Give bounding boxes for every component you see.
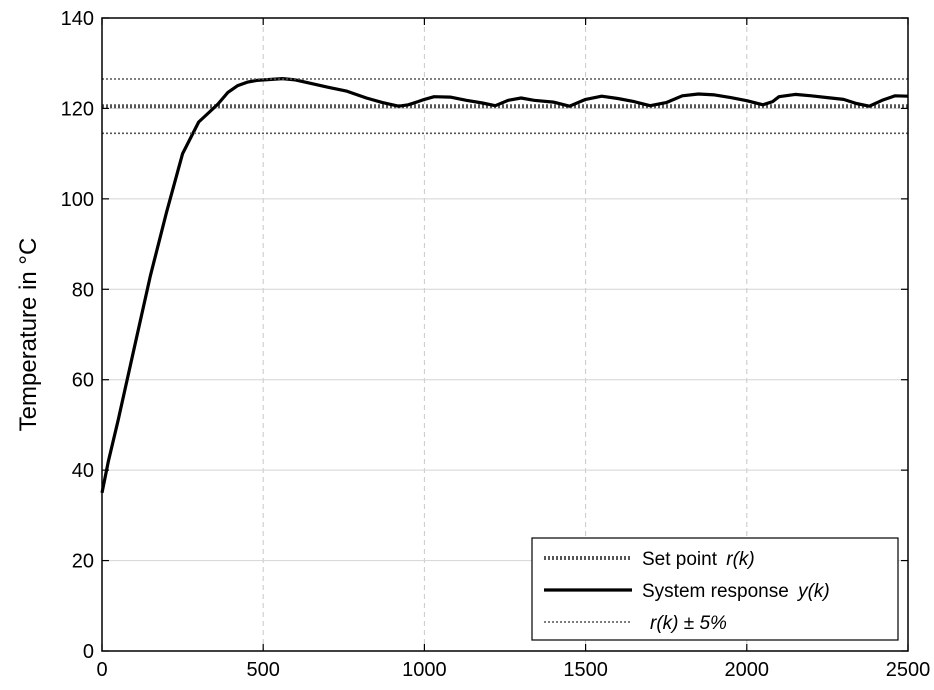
plot-frame: [101, 17, 909, 652]
legend-label-math: r(k) ± 5%: [650, 613, 727, 634]
y-tick-label: 20: [72, 551, 94, 573]
legend-label-band-upper: r(k) ± 5%: [650, 613, 727, 634]
legend-label-text: Set point: [642, 549, 722, 570]
legend-label-text: System response: [642, 581, 794, 602]
y-tick-label: 120: [61, 98, 94, 120]
y-tick-label: 140: [61, 8, 94, 30]
legend-label-math: y(k): [796, 581, 830, 602]
series-response: [100, 76, 909, 494]
y-tick-label: 40: [72, 460, 94, 482]
y-axis-label: Temperature in °C: [15, 238, 42, 432]
plot-series: [100, 76, 909, 494]
y-tick-label: 80: [72, 279, 94, 301]
legend-label-response: System response y(k): [642, 581, 830, 602]
x-tick-label: 1000: [402, 659, 447, 681]
y-tick-label: 100: [61, 189, 94, 211]
legend-label-math: r(k): [726, 549, 754, 570]
x-tick-label: 2000: [725, 659, 770, 681]
x-tick-label: 500: [247, 659, 280, 681]
y-tick-label: 0: [83, 641, 94, 663]
x-tick-label: 2500: [886, 659, 931, 681]
legend: Set point r(k) System response y(k) r(k) ±…: [531, 537, 899, 641]
x-tick-label: 0: [96, 659, 107, 681]
axis-ticks: 0 500 1000 1500 2000 2500 0 20 40 60 80 100 120 140: [61, 8, 931, 681]
x-tick-label: 1500: [563, 659, 608, 681]
legend-label-setpoint: Set point r(k): [642, 549, 755, 570]
y-tick-label: 60: [72, 370, 94, 392]
